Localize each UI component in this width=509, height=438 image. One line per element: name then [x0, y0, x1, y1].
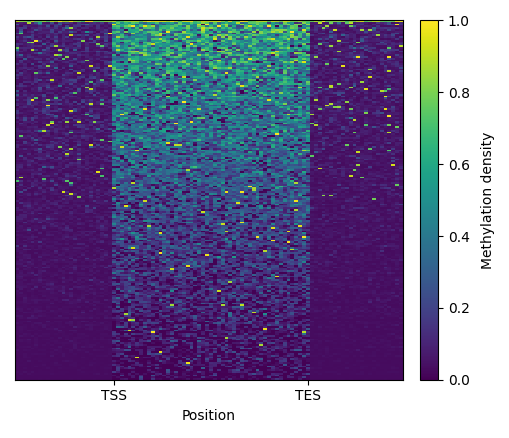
Y-axis label: Methylation density: Methylation density: [480, 131, 494, 269]
X-axis label: Position: Position: [182, 409, 236, 423]
